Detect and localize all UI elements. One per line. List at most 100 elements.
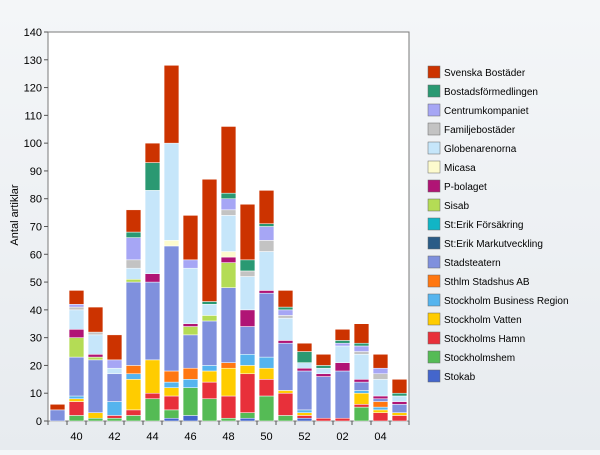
y-tick-label: 100 — [24, 138, 42, 150]
bar-segment — [201, 315, 218, 322]
legend-swatch — [427, 350, 441, 364]
bar-segment — [239, 373, 256, 413]
bar-segment — [163, 370, 180, 383]
bar-segment — [391, 415, 408, 422]
bar-segment — [277, 340, 294, 344]
bar-segment — [277, 290, 294, 308]
bar-segment — [182, 259, 199, 269]
legend-label: Svenska Bostäder — [444, 68, 526, 79]
bar-segment — [258, 251, 275, 291]
legend-swatch — [427, 293, 441, 307]
bar-segment — [391, 401, 408, 405]
bar-segment — [353, 323, 370, 344]
bar-segment — [68, 337, 85, 358]
bar-segment — [296, 367, 313, 372]
bar-segment — [239, 309, 256, 327]
bar-segment — [353, 354, 370, 380]
bar-segment — [372, 406, 389, 411]
bar-segment — [87, 331, 104, 336]
bar-segment — [391, 379, 408, 394]
bar-segment — [144, 142, 161, 163]
legend-swatch — [427, 312, 441, 326]
y-tick-label: 140 — [24, 27, 42, 39]
bar-segment — [315, 373, 332, 377]
legend-swatch — [427, 236, 441, 250]
bar-segment — [372, 395, 389, 400]
bar-segment — [353, 392, 370, 405]
bar-segment — [258, 367, 275, 380]
bar-segment — [334, 417, 351, 422]
bar-segment — [144, 190, 161, 274]
legend-label: Sthlm Stadshus AB — [444, 277, 530, 288]
bar-segment — [258, 290, 275, 294]
bar-segment — [258, 190, 275, 224]
bar-segment — [277, 415, 294, 422]
bar-segment — [220, 126, 237, 194]
bar-segment — [334, 370, 351, 419]
bar-segment — [144, 392, 161, 400]
legend-swatch — [427, 369, 441, 383]
bar-segment — [258, 223, 275, 227]
bar-segment — [372, 354, 389, 369]
bar-segment — [315, 417, 332, 422]
bar-segment — [258, 226, 275, 241]
legend-label: Stockholms Hamn — [444, 334, 525, 345]
bar-segment — [296, 417, 313, 422]
legend-label: Stokab — [444, 372, 476, 383]
y-tick-label: 20 — [30, 360, 42, 372]
y-tick-label: 10 — [30, 388, 42, 400]
bar-segment — [258, 379, 275, 397]
x-tick-label: 04 — [374, 431, 386, 443]
bar-segment — [353, 351, 370, 355]
bar-segment — [220, 262, 237, 288]
bar-segment — [277, 309, 294, 316]
bar-segment — [372, 379, 389, 397]
bar-segment — [391, 395, 408, 402]
bar-segment — [68, 398, 85, 402]
bars-layer — [49, 65, 408, 422]
legend-label: Stockholmshem — [444, 353, 515, 364]
bar-segment — [163, 240, 180, 247]
x-tick-label: 42 — [108, 431, 120, 443]
x-axis: 40 42 44 46 48 50 52 02 04 — [47, 421, 410, 443]
legend-label: Stockholm Vatten — [444, 315, 522, 326]
bar-segment — [296, 412, 313, 416]
y-tick-label: 0 — [36, 416, 42, 428]
legend-label: P-bolaget — [444, 182, 487, 193]
legend-swatch — [427, 255, 441, 269]
bar-segment — [353, 381, 370, 391]
y-tick-label: 110 — [24, 110, 42, 122]
legend-swatch — [427, 103, 441, 117]
bar-segment — [201, 370, 218, 383]
bar-segment — [106, 359, 123, 369]
bar-segment — [68, 309, 85, 330]
bar-segment — [125, 409, 142, 416]
bar-segment — [220, 256, 237, 263]
x-tick-label: 50 — [260, 431, 272, 443]
y-tick-label: 70 — [30, 222, 42, 234]
bar-segment — [125, 237, 142, 261]
bar-segment — [353, 390, 370, 394]
bar-segment — [334, 340, 351, 344]
bar-segment — [258, 240, 275, 252]
legend-label: Micasa — [444, 163, 476, 174]
bar-segment — [353, 345, 370, 352]
bar-segment — [87, 412, 104, 419]
y-tick-label: 50 — [30, 277, 42, 289]
bar-segment — [182, 323, 199, 327]
bar-segment — [334, 345, 351, 363]
bar-segment — [220, 417, 237, 422]
bar-segment — [391, 404, 408, 413]
legend-label: Sisab — [444, 201, 469, 212]
x-tick-label: 40 — [70, 431, 82, 443]
bar-segment — [125, 231, 142, 238]
bar-segment — [125, 379, 142, 411]
legend-swatch — [427, 217, 441, 231]
legend: Svenska Bostäder Bostadsförmedlingen Centr… — [427, 65, 569, 383]
bar-segment — [372, 373, 389, 380]
bar-segment — [239, 326, 256, 355]
legend-label: Stadsteatern — [444, 258, 501, 269]
bar-segment — [144, 281, 161, 361]
legend-label: Stockholm Business Region — [444, 296, 569, 307]
bar-segment — [239, 354, 256, 366]
